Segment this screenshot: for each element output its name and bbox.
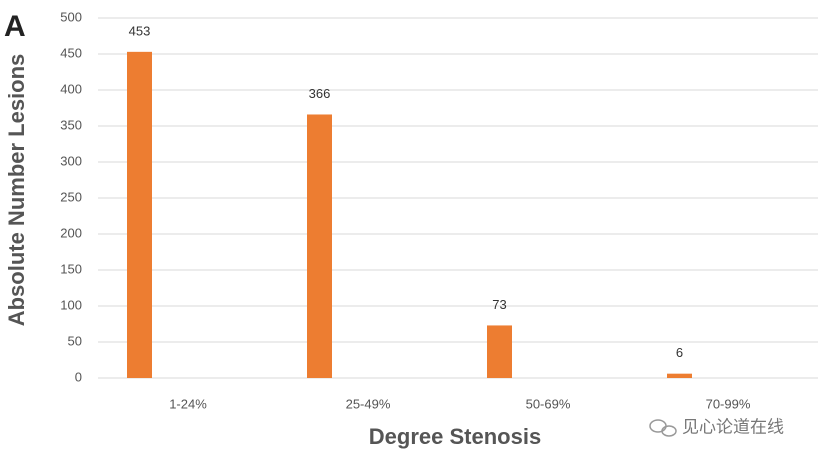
panel-label: A — [4, 10, 26, 43]
x-tick-label: 1-24% — [169, 396, 207, 411]
y-tick-label: 450 — [60, 45, 82, 60]
y-tick-label: 350 — [60, 117, 82, 132]
y-tick-label: 150 — [60, 261, 82, 276]
x-tick-label: 70-99% — [706, 396, 751, 411]
bar — [667, 373, 692, 378]
data-label: 366 — [309, 86, 331, 101]
watermark-icon — [649, 419, 677, 437]
y-tick-label: 250 — [60, 189, 82, 204]
data-label: 6 — [676, 345, 683, 360]
watermark: 见心论道在线 — [682, 417, 784, 436]
bar — [127, 51, 152, 379]
x-tick-label: 25-49% — [346, 396, 391, 411]
x-tick-label: 50-69% — [526, 396, 571, 411]
x-axis-label: Degree Stenosis — [369, 424, 541, 449]
y-tick-label: 400 — [60, 81, 82, 96]
data-label: 73 — [492, 297, 506, 312]
y-tick-label: 100 — [60, 297, 82, 312]
y-tick-label: 500 — [60, 9, 82, 24]
bar — [307, 114, 332, 378]
y-tick-label: 50 — [68, 333, 82, 348]
bar — [487, 325, 512, 378]
y-tick-label: 200 — [60, 225, 82, 240]
y-tick-label: 300 — [60, 153, 82, 168]
data-label: 453 — [129, 23, 151, 38]
y-tick-label: 0 — [75, 369, 82, 384]
y-axis-label: Absolute Number Lesions — [4, 54, 29, 327]
